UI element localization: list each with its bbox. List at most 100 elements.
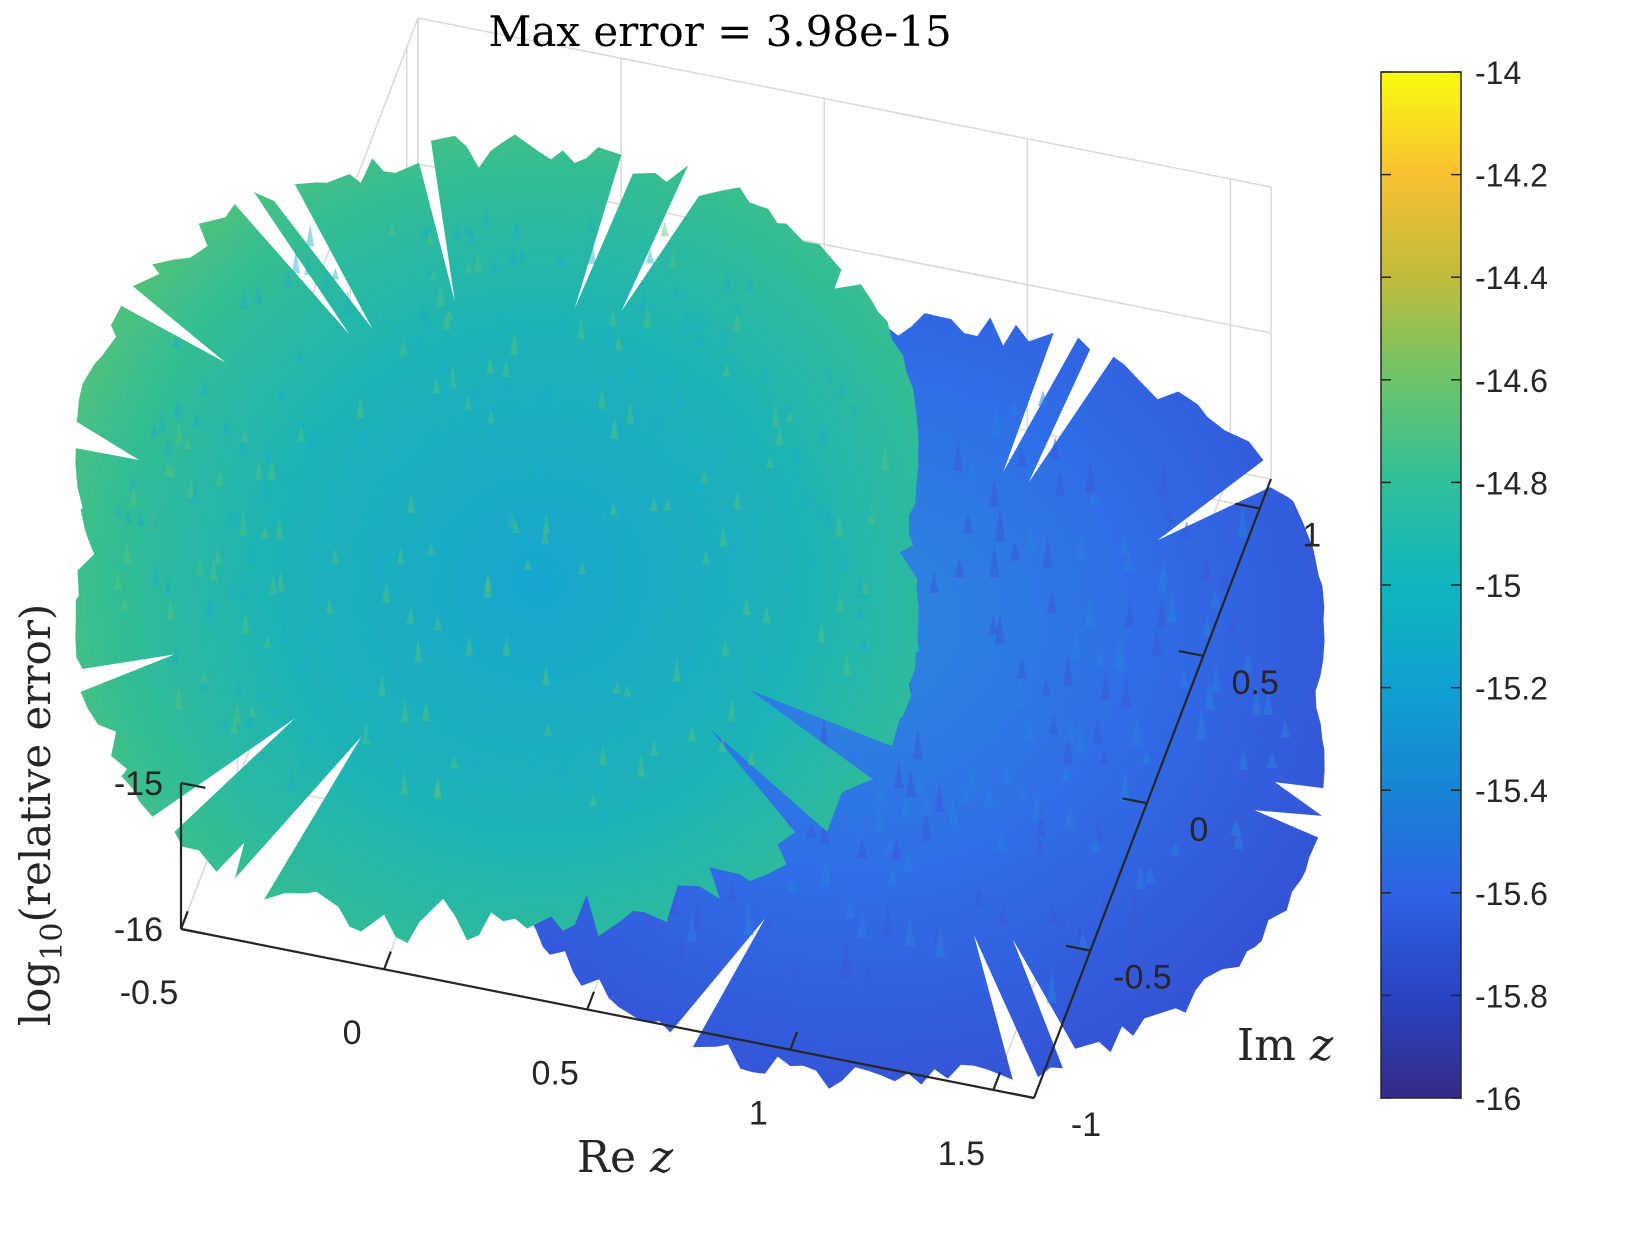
surface-spike <box>921 792 932 816</box>
surface-spike <box>756 649 765 671</box>
surface-spike <box>254 458 263 480</box>
surface-spike <box>1130 934 1141 953</box>
surface-spike <box>379 313 388 325</box>
surface-spike <box>1056 911 1067 929</box>
surface-spike <box>1242 651 1253 672</box>
surface-spike <box>158 411 167 432</box>
surface-spike <box>484 571 493 591</box>
surface-spike <box>672 656 681 682</box>
surface-spike <box>1267 750 1278 768</box>
surface-spike <box>1042 535 1053 568</box>
surface-spike <box>459 576 468 596</box>
surface-spike <box>613 506 622 520</box>
surface-spike <box>587 212 596 232</box>
surface-spike <box>1060 766 1071 781</box>
surface-spike <box>1074 718 1085 754</box>
surface-spike <box>905 769 916 798</box>
surface-spike <box>915 758 926 794</box>
surface-spike <box>518 775 527 790</box>
surface-spike <box>1280 719 1291 738</box>
surface-spike <box>174 686 183 710</box>
surface-spike <box>502 632 511 656</box>
colorbar-tick-label: -15.6 <box>1475 876 1548 912</box>
surface-spike <box>304 256 313 276</box>
surface-spike <box>149 510 158 530</box>
surface-spike <box>733 491 742 510</box>
surface-spike <box>1121 674 1132 708</box>
surface-spike <box>988 614 999 635</box>
surface-spike <box>1113 638 1124 669</box>
surface-spike <box>662 662 671 684</box>
surface-spike <box>450 707 459 728</box>
surface-spike <box>321 513 330 533</box>
surface-spike <box>995 505 1006 542</box>
x-tick <box>992 1071 1002 1091</box>
surface-spike <box>228 581 237 597</box>
surface-spike <box>1119 536 1130 554</box>
surface-spike <box>299 755 308 772</box>
surface-spike <box>297 425 306 442</box>
surface-spike <box>263 635 272 648</box>
surface-spike <box>395 629 404 652</box>
surface-spike <box>227 505 236 525</box>
surface-spike <box>649 739 658 756</box>
surface-spike <box>785 410 794 423</box>
surface-spike <box>1015 674 1026 708</box>
surface-spike <box>1085 457 1096 493</box>
surface-spike <box>523 557 532 571</box>
surface-spike <box>845 897 856 919</box>
surface-spike <box>765 699 774 713</box>
surface-spike <box>374 544 383 567</box>
surface-spike <box>284 271 293 288</box>
surface-spike <box>287 768 296 791</box>
surface-spike <box>904 915 915 947</box>
surface-spike <box>426 541 435 555</box>
surface-spike <box>421 701 430 722</box>
x-tick <box>179 910 189 930</box>
surface-spike <box>1009 398 1020 415</box>
surface-spike <box>445 369 454 394</box>
surface-spike <box>555 645 564 657</box>
y-tick-label: 1 <box>1302 516 1321 554</box>
surface-spike <box>505 370 514 389</box>
colorbar-tick-label: -15 <box>1475 568 1521 604</box>
surface-spike <box>610 415 619 439</box>
x-axis-label: Re z <box>577 1132 674 1183</box>
surface-spike <box>1010 541 1021 561</box>
surface-spike <box>912 728 923 760</box>
surface-spike <box>1158 558 1169 583</box>
surface-spike <box>599 794 608 819</box>
surface-spike <box>393 747 402 770</box>
surface-spike <box>624 792 633 810</box>
y-tick <box>1065 944 1091 952</box>
surface-spike <box>200 675 209 691</box>
colorbar-tick-label: -15.8 <box>1475 978 1548 1014</box>
surface-spike <box>794 446 803 462</box>
surface-spike <box>510 330 519 355</box>
surface-spike <box>1040 677 1051 696</box>
surface-spike <box>501 360 510 378</box>
surface-spike <box>771 402 780 427</box>
surface-spike <box>304 620 313 643</box>
surface-spike <box>429 267 438 281</box>
colorbar-tick-label: -14.8 <box>1475 465 1548 501</box>
x-tick-label: 1 <box>749 1095 768 1133</box>
surface-spike <box>856 607 865 620</box>
surface-spike <box>215 468 224 487</box>
surface-spike <box>688 725 697 742</box>
surface-spike <box>609 501 618 515</box>
surface-spike <box>730 712 739 727</box>
surface-spike <box>874 773 885 803</box>
surface-spike <box>762 912 773 931</box>
surface-spike <box>503 502 512 521</box>
surface-spike <box>122 538 131 564</box>
z-tick-label: -15 <box>114 765 163 803</box>
surface-spike <box>382 578 391 603</box>
surface-spike <box>1035 803 1046 839</box>
surface-spike <box>1220 571 1231 590</box>
surface-spike <box>174 421 183 444</box>
surface-spike <box>358 425 367 446</box>
surface-spike <box>1164 507 1175 522</box>
colorbar-gradient <box>1380 71 1462 1099</box>
